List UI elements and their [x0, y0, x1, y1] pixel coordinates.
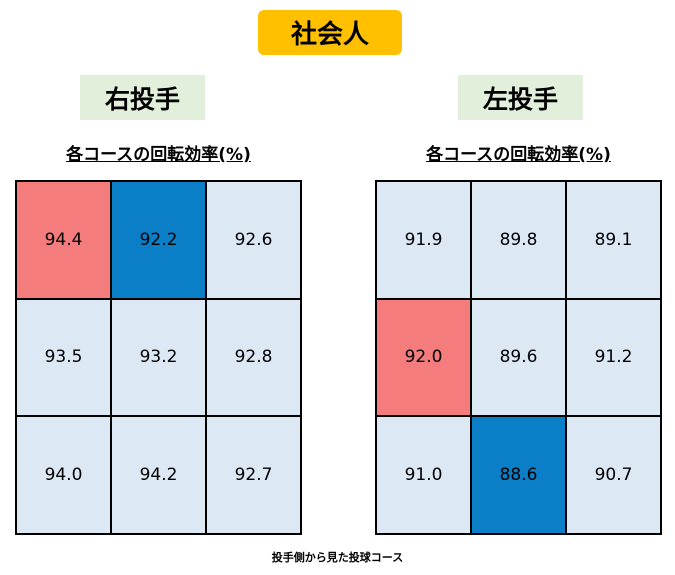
cell: 92.0 — [376, 298, 471, 417]
cell: 91.9 — [376, 181, 471, 299]
cell: 92.6 — [206, 181, 301, 299]
cell: 94.2 — [111, 416, 206, 534]
cell: 94.4 — [16, 181, 111, 299]
cell: 91.2 — [566, 298, 661, 417]
grid: 91.9 89.8 89.1 92.0 89.6 91.2 91.0 88.6 90.7 — [375, 180, 662, 535]
title: 社会人 — [258, 10, 402, 55]
cell: 88.6 — [471, 416, 566, 534]
panel-label: 右投手 — [80, 75, 205, 120]
cell: 89.8 — [471, 181, 566, 299]
grid: 94.4 92.2 92.6 93.5 93.2 92.8 94.0 94.2 92.7 — [15, 180, 302, 535]
cell: 90.7 — [566, 416, 661, 534]
panel-subtitle: 各コースの回転効率(%) — [426, 145, 611, 165]
footer-note: 投手側から見た投球コース — [271, 551, 404, 564]
cell: 92.7 — [206, 416, 301, 534]
cell: 93.2 — [111, 298, 206, 417]
cell: 92.8 — [206, 298, 301, 417]
panel-label: 左投手 — [458, 75, 583, 120]
cell: 93.5 — [16, 298, 111, 417]
cell: 91.0 — [376, 416, 471, 534]
cell: 92.2 — [111, 181, 206, 299]
cell: 89.6 — [471, 298, 566, 417]
cell: 89.1 — [566, 181, 661, 299]
cell: 94.0 — [16, 416, 111, 534]
panel-subtitle: 各コースの回転効率(%) — [66, 145, 251, 165]
